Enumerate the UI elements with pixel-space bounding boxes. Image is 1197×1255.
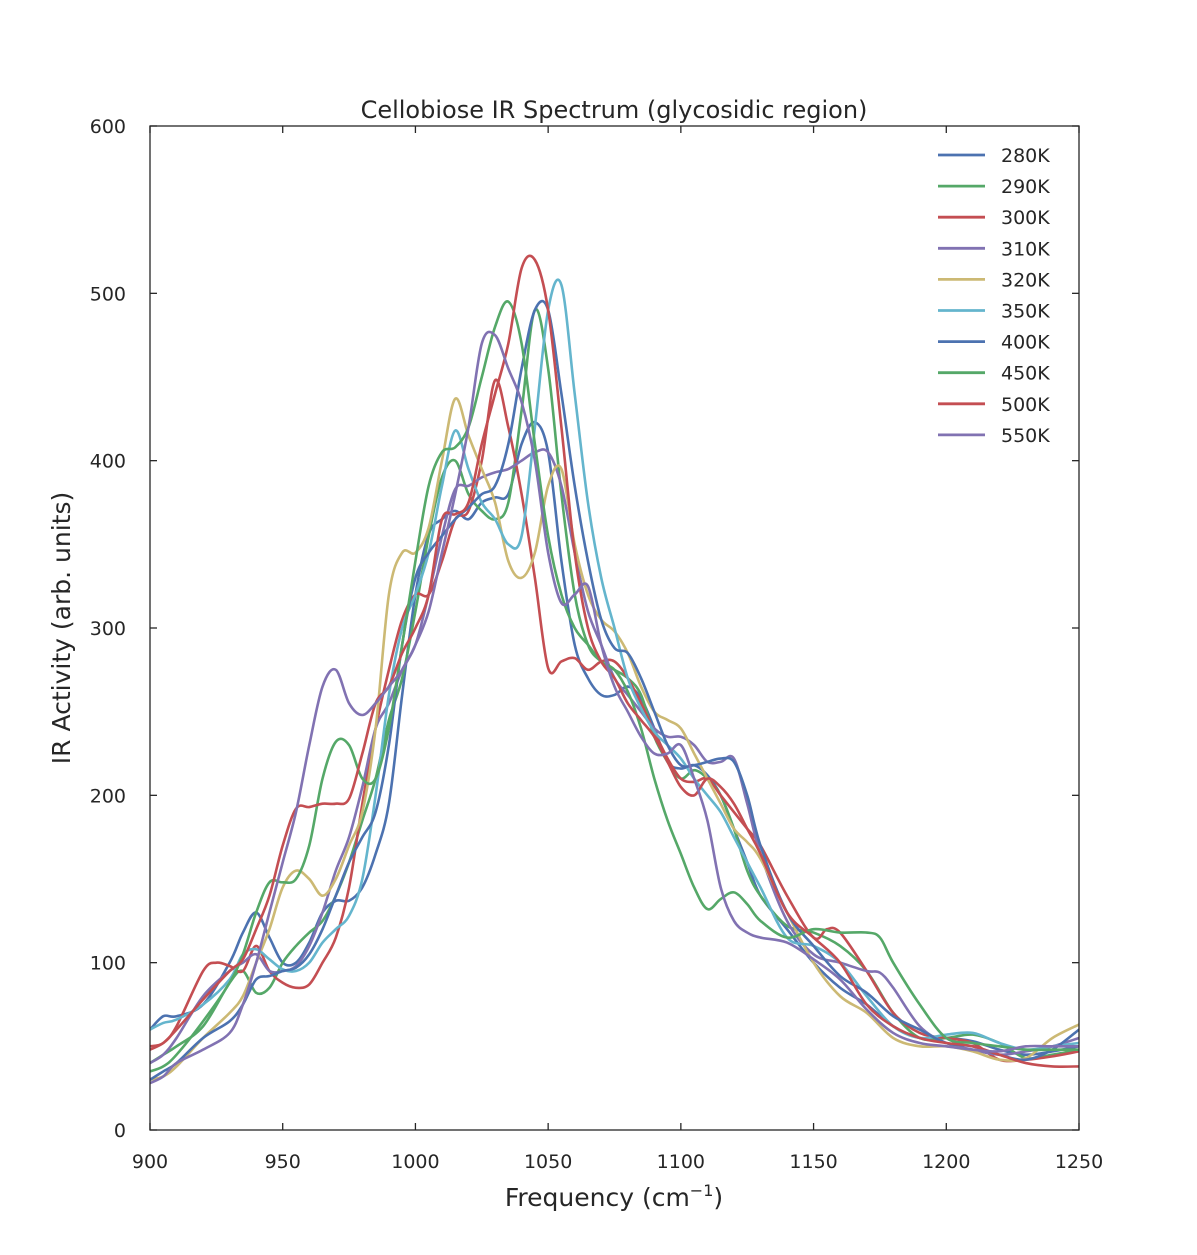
- series-line-350K: [150, 278, 1079, 1052]
- legend-label-400K: 400K: [1001, 332, 1050, 354]
- x-tick-label: 950: [265, 1151, 301, 1173]
- legend-label-300K: 300K: [1001, 207, 1050, 229]
- y-tick-label: 600: [90, 116, 126, 138]
- legend-label-350K: 350K: [1001, 301, 1050, 323]
- ticks-layer: 900 950 1000 1050 1100 1150 1200 1250 0 100 200 300…: [90, 116, 1103, 1173]
- series-line-290K: [150, 307, 1079, 1065]
- y-tick-label: 500: [90, 283, 126, 305]
- series-line-450K: [150, 300, 1079, 1073]
- x-tick-label: 900: [132, 1151, 168, 1173]
- legend-label-450K: 450K: [1001, 363, 1050, 385]
- y-tick-label: 400: [90, 451, 126, 473]
- x-tick-label: 1150: [789, 1151, 837, 1173]
- y-tick-label: 0: [114, 1120, 126, 1142]
- x-tick-label: 1000: [391, 1151, 439, 1173]
- legend-label-290K: 290K: [1001, 176, 1050, 198]
- series-line-550K: [150, 330, 1079, 1085]
- series-line-300K: [150, 378, 1079, 1063]
- x-axis-label-main: Frequency (cm: [505, 1183, 690, 1212]
- series-line-320K: [150, 397, 1079, 1082]
- series-layer: [150, 254, 1079, 1085]
- x-tick-label: 1250: [1055, 1151, 1103, 1173]
- series-line-400K: [150, 299, 1079, 1082]
- x-tick-label: 1100: [657, 1151, 705, 1173]
- series-line-500K: [150, 254, 1079, 1068]
- x-axis-label: Frequency (cm−1): [505, 1181, 723, 1212]
- legend: 280K 290K 300K 310K 320K 350K 400K 450K 500K 550K: [938, 145, 1050, 447]
- x-axis-label-suffix: ): [713, 1183, 723, 1212]
- legend-label-550K: 550K: [1001, 425, 1050, 447]
- chart-title: Cellobiose IR Spectrum (glycosidic regio…: [361, 96, 868, 124]
- y-axis-label: IR Activity (arb. units): [47, 492, 76, 764]
- y-tick-label: 300: [90, 618, 126, 640]
- y-tick-label: 200: [90, 785, 126, 807]
- x-tick-label: 1200: [922, 1151, 970, 1173]
- legend-label-310K: 310K: [1001, 238, 1050, 260]
- legend-label-280K: 280K: [1001, 145, 1050, 167]
- legend-label-320K: 320K: [1001, 269, 1050, 291]
- y-tick-label: 100: [90, 953, 126, 975]
- x-axis-label-superscript: −1: [690, 1181, 714, 1200]
- series-line-280K: [150, 420, 1079, 1057]
- x-tick-label: 1050: [524, 1151, 572, 1173]
- series-line-310K: [150, 448, 1079, 1065]
- legend-label-500K: 500K: [1001, 394, 1050, 416]
